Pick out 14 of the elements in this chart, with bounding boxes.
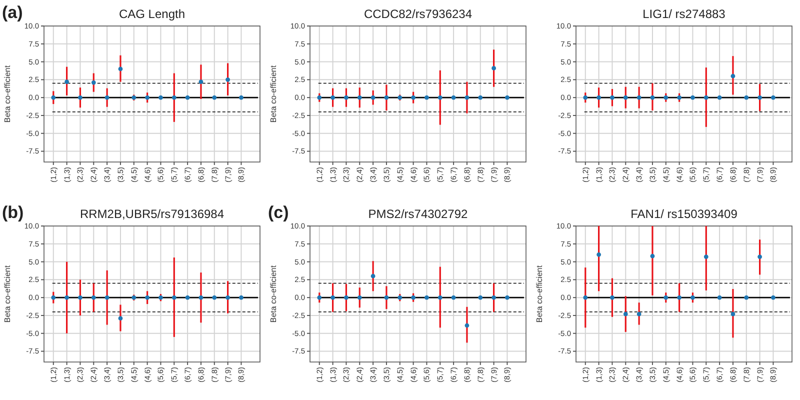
chart-title: RRM2B,UBR5/rs79136984	[80, 207, 224, 221]
chart-title: FAN1/ rs150393409	[630, 207, 738, 221]
chart-title: PMS2/rs74302792	[368, 207, 468, 221]
y-axis-title: Beta co-efficient	[269, 264, 278, 323]
y-axis-title: Beta co-efficient	[3, 64, 12, 123]
y-axis-title: Beta co-efficient	[269, 64, 278, 123]
text: (a)	[2, 3, 23, 22]
y-axis-title: Beta co-efficient	[535, 264, 544, 323]
chart-title: LIG1/ rs274883	[642, 7, 726, 21]
chart-title: CAG Length	[118, 7, 186, 21]
text: (c)	[268, 203, 289, 222]
chart-title: CCDC82/rs7936234	[364, 7, 472, 21]
text: (b)	[2, 203, 24, 222]
y-axis-title: Beta co-efficient	[3, 264, 12, 323]
